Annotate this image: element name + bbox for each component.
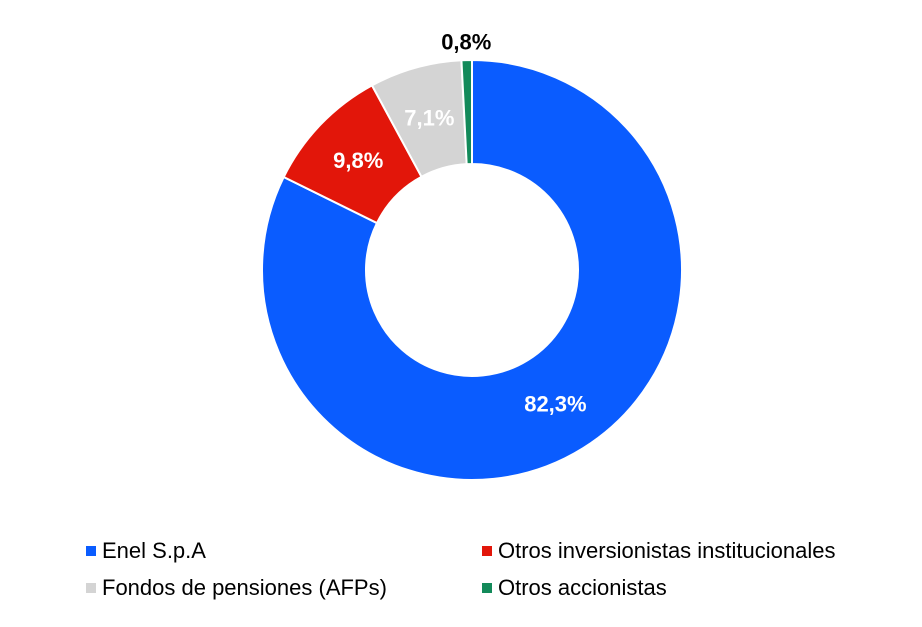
slice-label-enel: 82,3% bbox=[524, 392, 586, 417]
slice-label-otros-accionistas: 0,8% bbox=[441, 30, 491, 55]
slices-group bbox=[261, 58, 683, 481]
slice-enel bbox=[261, 58, 683, 481]
slice-labels-group: 82,3% 9,8% 7,1% 0,8% bbox=[333, 30, 586, 417]
slice-label-fondos-pensiones: 7,1% bbox=[404, 105, 454, 130]
slice-otros-accionistas bbox=[460, 58, 473, 166]
slice-label-otros-inversionistas: 9,8% bbox=[333, 148, 383, 173]
